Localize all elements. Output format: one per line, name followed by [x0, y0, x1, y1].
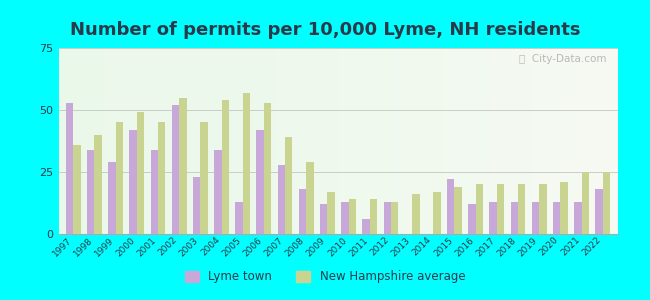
Bar — [362, 219, 370, 234]
Bar — [518, 184, 525, 234]
Bar — [109, 162, 116, 234]
Bar — [222, 100, 229, 234]
Bar — [595, 189, 603, 234]
Bar — [158, 122, 166, 234]
Bar — [200, 122, 208, 234]
Bar — [553, 202, 560, 234]
Legend: Lyme town, New Hampshire average: Lyme town, New Hampshire average — [180, 266, 470, 288]
Bar — [454, 187, 462, 234]
Bar — [193, 177, 200, 234]
Bar — [278, 165, 285, 234]
Bar — [370, 199, 377, 234]
Bar — [489, 202, 497, 234]
Bar — [116, 122, 123, 234]
Bar — [87, 150, 94, 234]
Bar — [412, 194, 419, 234]
Bar — [384, 202, 391, 234]
Bar — [129, 130, 137, 234]
Bar — [391, 202, 398, 234]
Bar — [66, 103, 73, 234]
Bar — [137, 112, 144, 234]
Bar — [603, 172, 610, 234]
Bar — [73, 145, 81, 234]
Bar — [468, 204, 476, 234]
Bar — [510, 202, 518, 234]
Bar — [257, 130, 264, 234]
Bar — [476, 184, 483, 234]
Text: ⓘ  City-Data.com: ⓘ City-Data.com — [519, 54, 606, 64]
Bar — [242, 93, 250, 234]
Bar — [434, 192, 441, 234]
Bar — [539, 184, 547, 234]
Bar — [299, 189, 306, 234]
Bar — [341, 202, 348, 234]
Bar — [151, 150, 158, 234]
Text: Number of permits per 10,000 Lyme, NH residents: Number of permits per 10,000 Lyme, NH re… — [70, 21, 580, 39]
Bar — [235, 202, 242, 234]
Bar — [179, 98, 187, 234]
Bar — [348, 199, 356, 234]
Bar — [306, 162, 314, 234]
Bar — [328, 192, 335, 234]
Bar — [560, 182, 567, 234]
Bar — [172, 105, 179, 234]
Bar — [264, 103, 271, 234]
Bar — [94, 135, 102, 234]
Bar — [285, 137, 293, 234]
Bar — [497, 184, 504, 234]
Bar — [532, 202, 539, 234]
Bar — [320, 204, 328, 234]
Bar — [582, 172, 589, 234]
Bar — [447, 179, 454, 234]
Bar — [214, 150, 222, 234]
Bar — [574, 202, 582, 234]
